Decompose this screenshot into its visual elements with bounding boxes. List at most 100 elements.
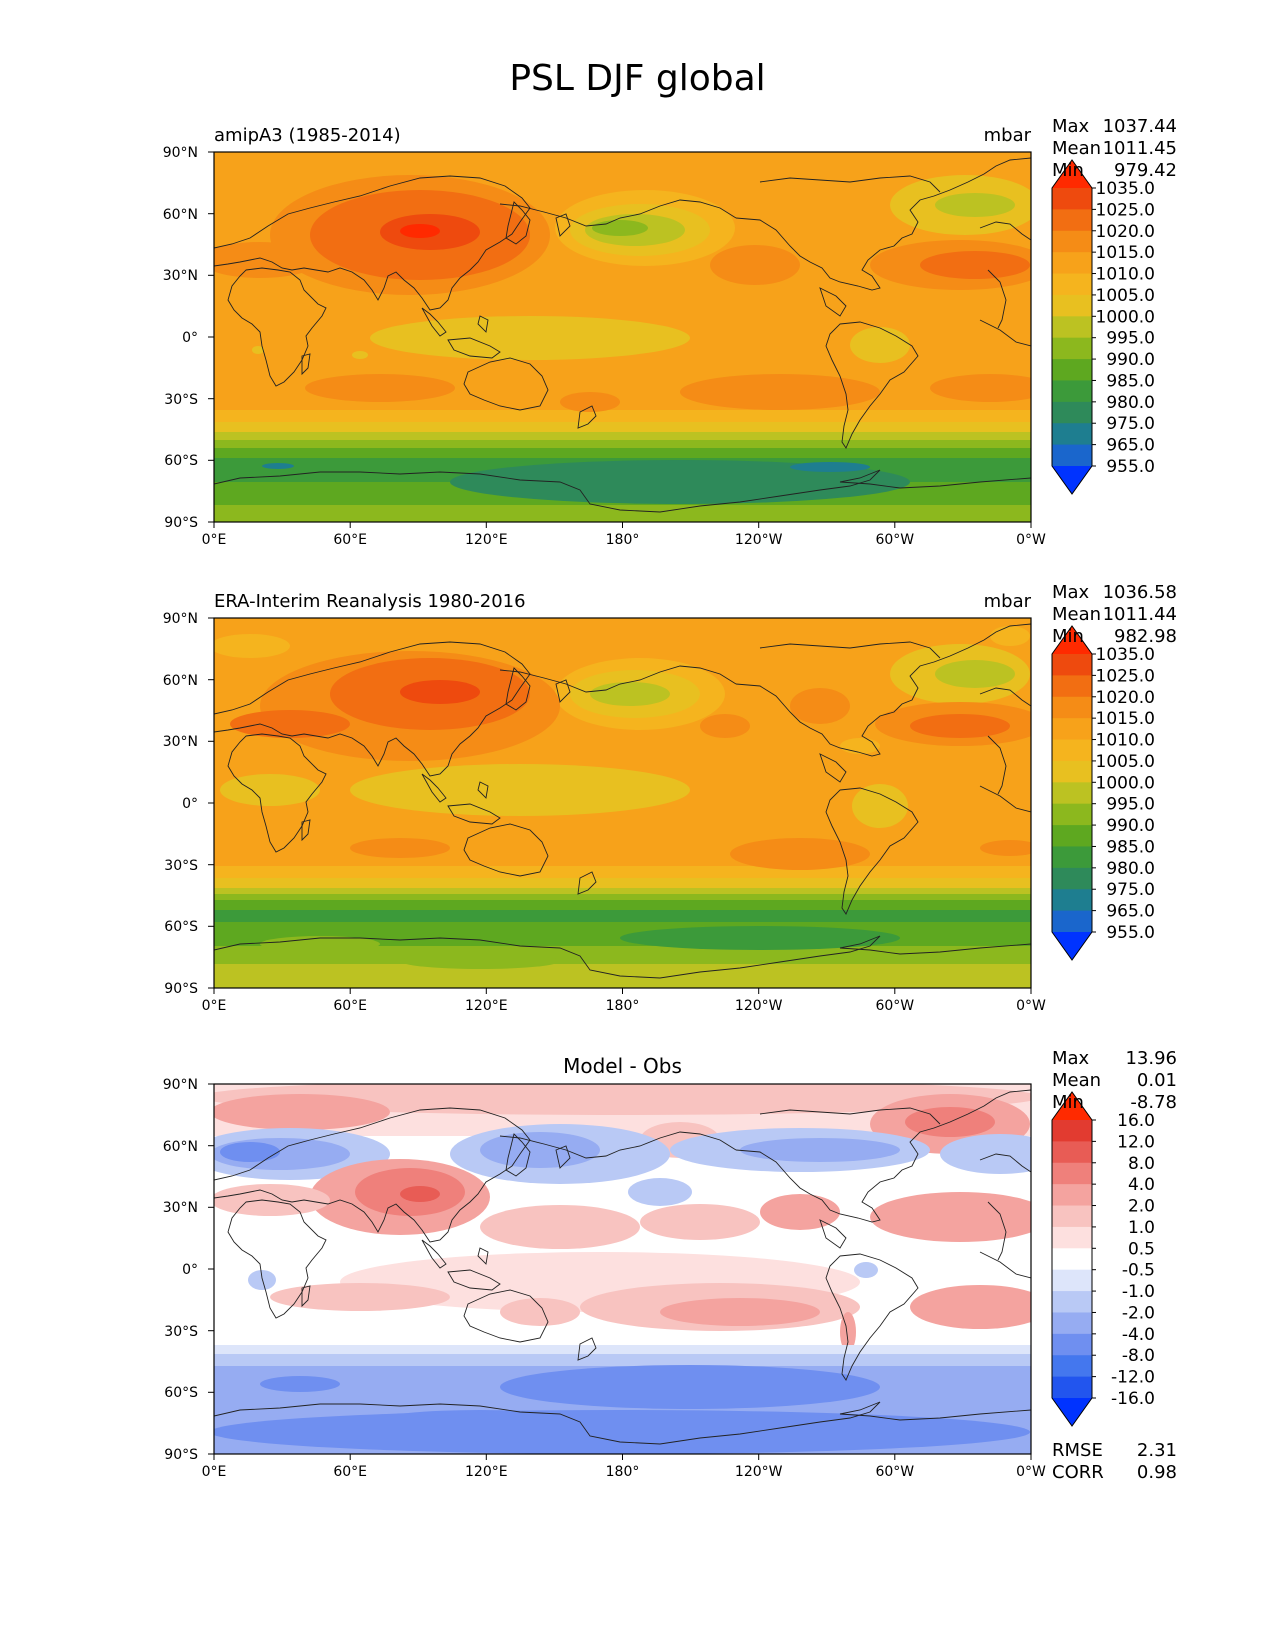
x-tick-label: 0°E [202,998,227,1014]
colorbar-swatch [1052,209,1092,232]
x-tick-label: 60°E [333,1464,367,1480]
stat-value: 1011.45 [1102,138,1177,159]
colorbar-label: -8.0 [1122,1346,1155,1366]
colorbar-swatch [1052,380,1092,403]
colorbar-label: 985.0 [1106,371,1155,391]
colorbar-swatch [1052,401,1092,424]
colorbar-label: 980.0 [1106,859,1155,879]
colorbar-swatch [1052,846,1092,869]
colorbar-label: 12.0 [1117,1132,1155,1152]
x-tick-label: 120°E [465,532,508,548]
y-axis: 90°N 60°N 30°N 0° 30°S 60°S 90°S [163,1077,214,1463]
stat-label: Mean [1052,138,1102,159]
stat-value: 1037.44 [1102,116,1177,137]
y-tick-label: 60°N [163,673,198,689]
x-axis: 0°E 60°E 120°E 180° 120°W 60°W 0°W [202,1454,1046,1480]
colorbar-label: -4.0 [1122,1325,1155,1345]
x-tick-label: 120°W [735,1464,783,1480]
colorbar-swatch [1052,444,1092,467]
colorbar-swatch [1052,825,1092,847]
colorbar-swatch [1052,1162,1092,1185]
colorbar-swatch [1052,316,1092,339]
x-tick-label: 120°E [465,998,508,1014]
difference-map: 90°N 60°N 30°N 0° 30°S 60°S 90°S 0°E 60°… [163,1054,1155,1480]
colorbar-swatch [1052,739,1092,762]
pressure-field [214,626,1031,988]
colorbar-label: -2.0 [1122,1303,1155,1323]
colorbar-swatch [1052,1312,1092,1335]
stat-value: 1036.58 [1102,582,1177,603]
stat-value: 2.31 [1136,1440,1177,1461]
colorbar-extend-min [1052,932,1092,960]
colorbar-label: -12.0 [1111,1368,1155,1388]
colorbar-swatch [1052,718,1092,741]
x-tick-label: 60°W [875,1464,914,1480]
stat-value: 0.01 [1136,1070,1177,1091]
panel-units-label: mbar [984,591,1032,612]
colorbar-swatch [1052,1184,1092,1207]
y-tick-label: 60°N [163,1139,198,1155]
colorbar-label: 1035.0 [1096,645,1155,665]
colorbar-swatch [1052,889,1092,912]
colorbar: 16.012.08.04.02.01.00.5-0.5-1.0-2.0-4.0-… [1051,1091,1155,1427]
stat-value: 982.98 [1114,626,1177,647]
x-tick-label: 60°W [875,532,914,548]
colorbar-swatch [1052,654,1092,676]
y-tick-label: 90°S [164,515,198,531]
y-axis: 90°N 60°N 30°N 0° 30°S 60°S 90°S [163,611,214,997]
colorbar-label: 1015.0 [1096,709,1155,729]
colorbar-swatch [1052,273,1092,296]
y-tick-label: 90°N [163,1077,198,1093]
colorbar-label: 2.0 [1128,1197,1155,1217]
coastlines [214,157,1031,513]
colorbar-label: 975.0 [1106,414,1155,434]
colorbar-label: -16.0 [1111,1389,1155,1409]
colorbar-swatch [1052,1205,1092,1228]
y-tick-label: 90°N [163,145,198,161]
y-tick-label: 60°S [164,1385,198,1401]
stat-label: Max [1052,1048,1090,1069]
colorbar-extend-min [1052,1398,1092,1426]
stats-block: Max 1037.44 Mean 1011.45 Min 979.42 [1052,116,1177,182]
model-panel: 90°N 60°N 30°N 0° 30°S 60°S 90°S 0°E 60°… [0,110,1275,580]
y-tick-label: 90°N [163,611,198,627]
colorbar-swatch [1052,760,1092,783]
observation-panel: 90°N 60°N 30°N 0° 30°S 60°S 90°S 0°E 60°… [0,576,1275,1046]
panel-units-label: mbar [984,125,1032,146]
colorbar-swatch [1052,1291,1092,1313]
coastlines [214,623,1031,979]
stats-block: Max 1036.58 Mean 1011.44 Min 982.98 [1052,582,1177,648]
colorbar-swatch [1052,337,1092,360]
observation-map: 90°N 60°N 30°N 0° 30°S 60°S 90°S 0°E 60°… [163,591,1155,1014]
stat-value: -8.78 [1130,1092,1177,1113]
y-tick-label: 90°S [164,1447,198,1463]
colorbar-label: 1015.0 [1096,243,1155,263]
stat-value: 1011.44 [1102,604,1177,625]
stat-label: Min [1052,160,1084,181]
colorbar-swatch [1052,1269,1092,1292]
x-tick-label: 120°W [735,998,783,1014]
x-tick-label: 0°W [1016,532,1046,548]
model-map: 90°N 60°N 30°N 0° 30°S 60°S 90°S 0°E 60°… [163,125,1155,548]
colorbar-swatch [1052,910,1092,933]
colorbar-swatch [1052,782,1092,805]
colorbar-label: 975.0 [1106,880,1155,900]
stat-label: RMSE [1052,1440,1103,1461]
panel-left-label: amipA3 (1985-2014) [214,125,401,146]
x-tick-label: 60°E [333,998,367,1014]
y-tick-label: 0° [182,330,198,346]
x-tick-label: 180° [606,998,640,1014]
y-tick-label: 30°N [163,268,198,284]
y-tick-label: 30°S [164,858,198,874]
colorbar-label: 980.0 [1106,393,1155,413]
colorbar-label: 1000.0 [1096,773,1155,793]
colorbar-label: 1025.0 [1096,200,1155,220]
y-tick-label: 60°S [164,919,198,935]
colorbar-swatch [1052,1248,1092,1271]
colorbar: 1035.01025.01020.01015.01010.01005.01000… [1051,159,1155,495]
stat-label: Max [1052,116,1090,137]
stat-label: Max [1052,582,1090,603]
colorbar-label: 1005.0 [1096,752,1155,772]
colorbar-swatch [1052,867,1092,890]
colorbar-label: 1010.0 [1096,265,1155,285]
